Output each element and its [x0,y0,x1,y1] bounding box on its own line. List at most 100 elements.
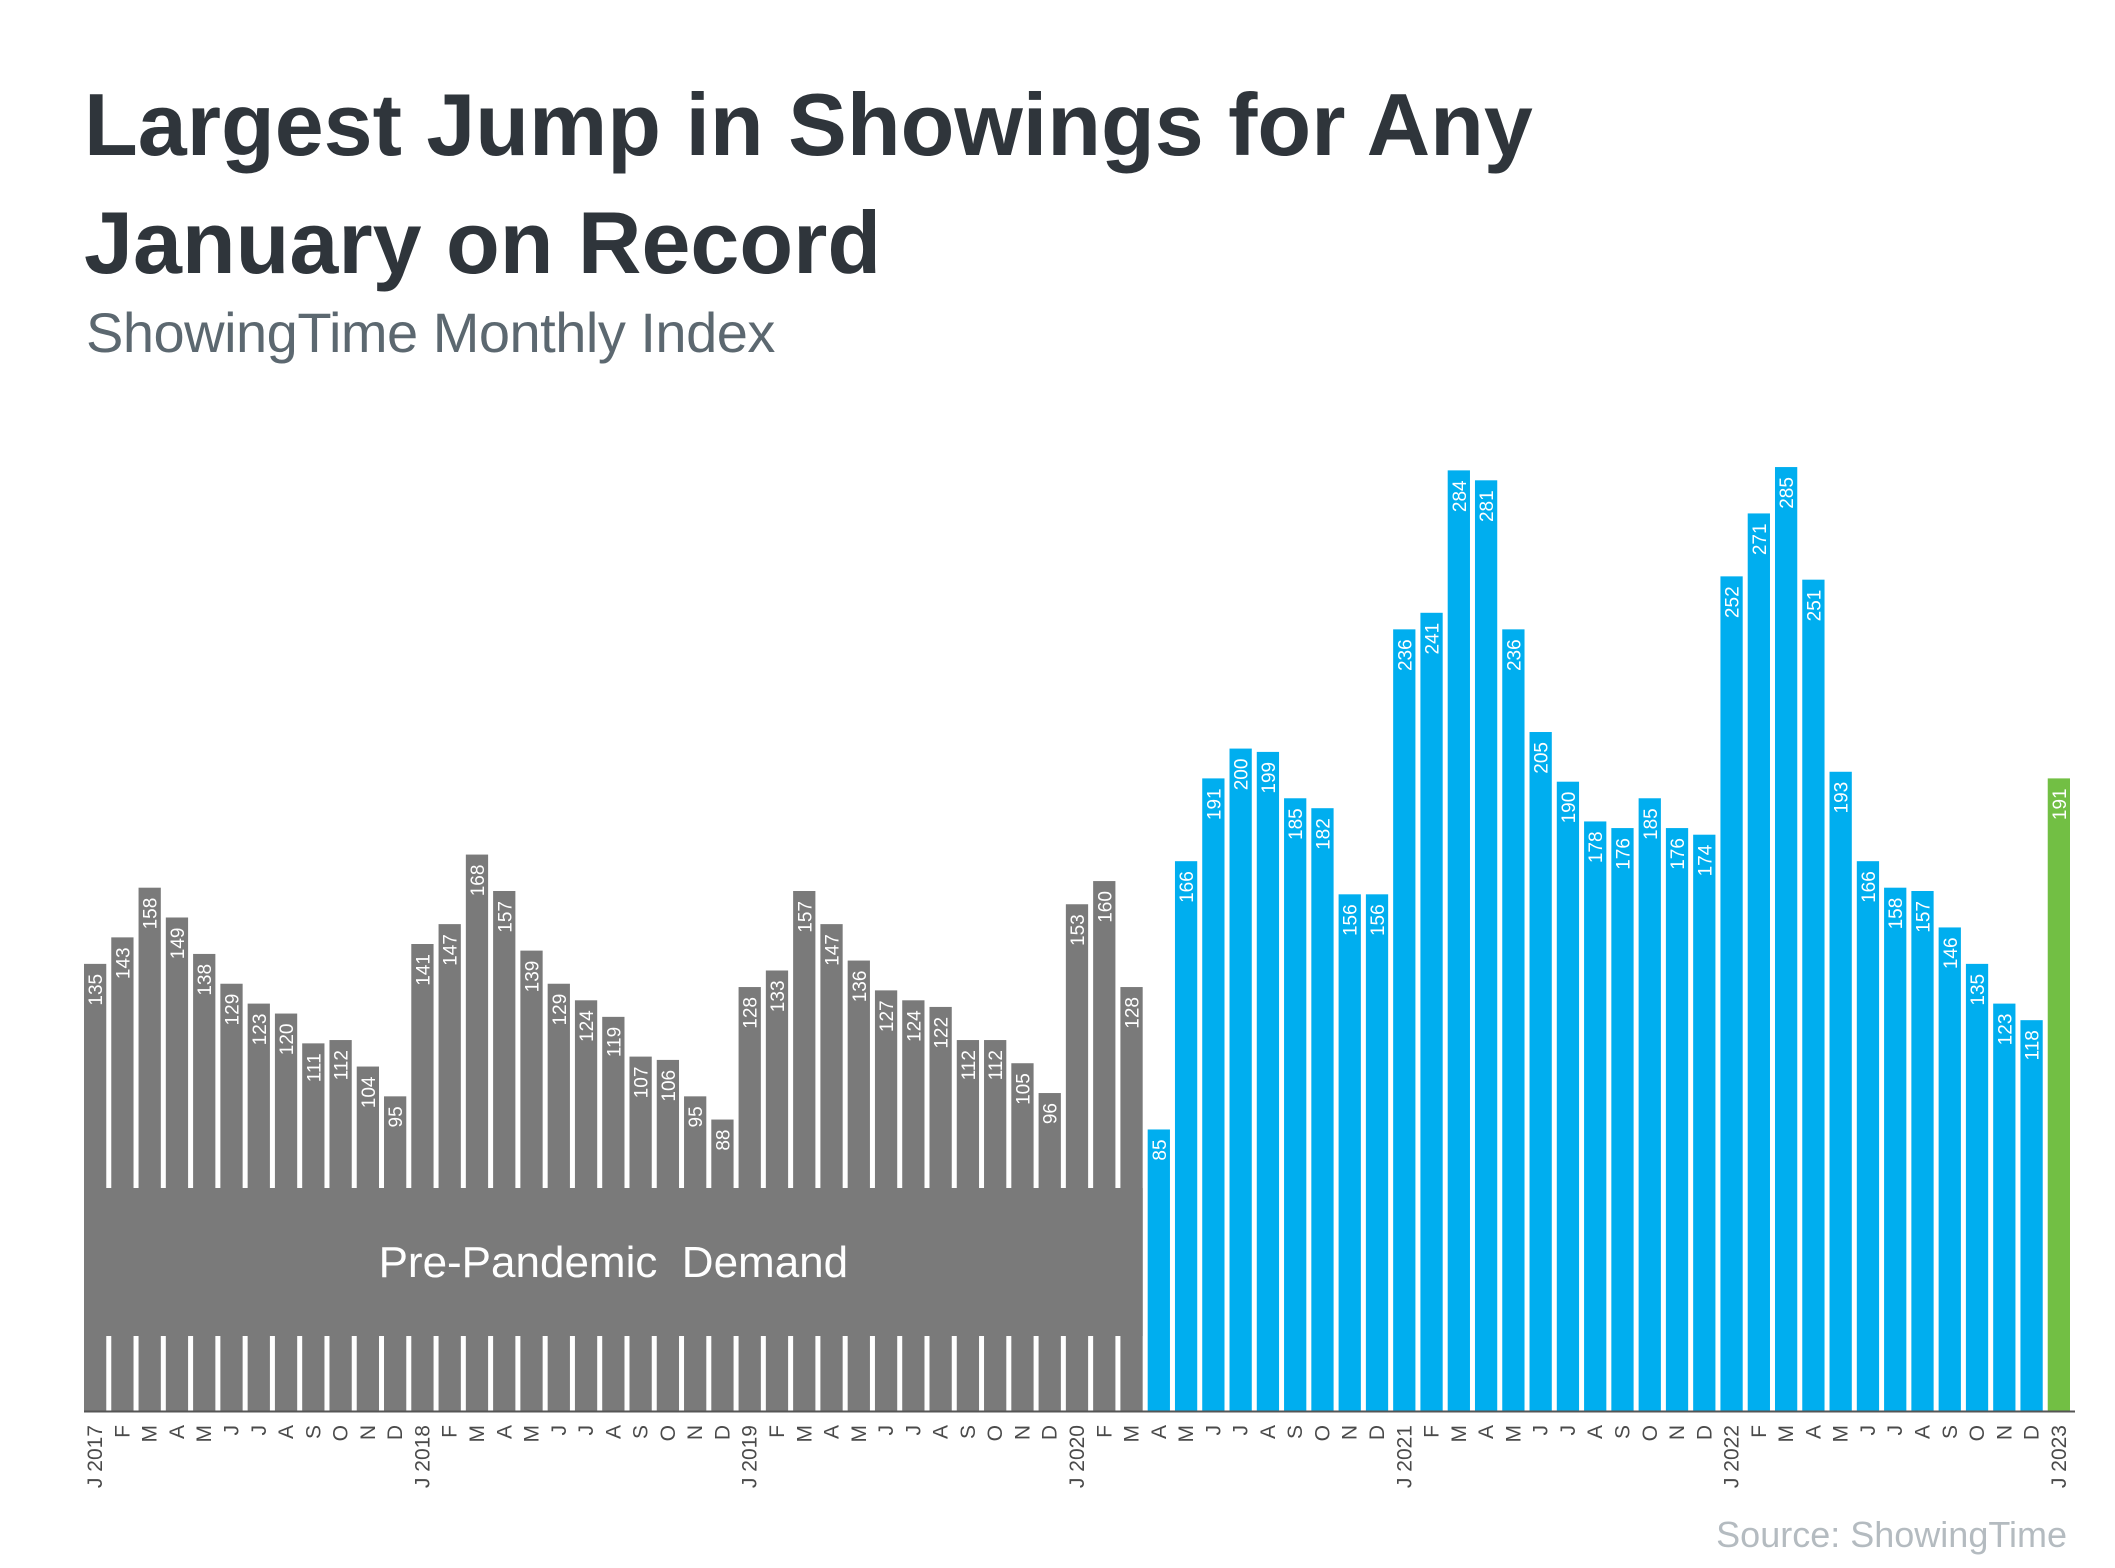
bar-43 [1256,751,1280,1411]
value-label: 176 [1668,838,1689,870]
value-label: 95 [386,1106,407,1127]
tick-label: J [1884,1425,1907,1436]
tick-label: J [1857,1425,1880,1436]
title-line-1: Largest Jump in Showings for Any [84,75,1533,174]
value-label: 153 [1068,914,1089,946]
value-label: 129 [550,994,571,1026]
value-label: 166 [1177,871,1198,903]
value-label: 185 [1286,808,1307,840]
bar-59 [1693,834,1716,1411]
tick-label: J [248,1425,271,1436]
value-label: 118 [2023,1030,2044,1060]
value-label: 138 [195,964,216,996]
tick-label: O [657,1425,680,1441]
tick-label: S [957,1425,980,1439]
value-labels-layer: 135 143 158 149 138 129 123 120 111 112 104 95 141 14… [86,477,2071,1161]
pre-pandemic-band-label: Pre-Pandemic Demand [379,1238,849,1287]
tick-label: M [521,1425,544,1443]
tick-label: A [1148,1425,1171,1439]
tick-label: J 2017 [84,1425,107,1488]
tick-label: A [821,1425,844,1439]
tick-label: O [1639,1425,1662,1441]
value-label: 284 [1450,480,1471,512]
tick-label: M [1121,1425,1144,1443]
value-label: 166 [1859,871,1880,903]
value-label: 96 [1041,1103,1062,1124]
bar-53 [1529,732,1552,1411]
value-label: 147 [441,934,462,966]
tick-label: N [1339,1425,1362,1440]
bar-13 [438,924,461,1411]
value-label: 158 [1886,898,1907,930]
bar-60 [1720,576,1743,1411]
tick-label: O [330,1425,353,1441]
tick-label: A [166,1425,189,1439]
value-label: 156 [1341,904,1362,936]
value-label: 105 [1013,1073,1034,1105]
value-label: 157 [495,901,516,933]
bar-39 [1147,1129,1170,1411]
value-label: 156 [1368,904,1389,936]
bar-54 [1556,781,1580,1411]
tick-label: F [111,1425,134,1438]
value-label: 168 [468,865,489,897]
bar-50 [1447,470,1470,1411]
value-label: 174 [1695,844,1716,876]
bar-69 [1965,963,1989,1411]
value-label: 193 [1832,782,1853,814]
tick-label: J [575,1425,598,1436]
bar-65 [1856,861,1880,1411]
value-label: 200 [1232,759,1253,791]
tick-label: N [684,1425,707,1440]
tick-label: F [1093,1425,1116,1438]
tick-label: J [1202,1425,1225,1436]
tick-label: D [384,1425,407,1440]
tick-label: M [1830,1425,1853,1443]
tick-label: N [1011,1425,1034,1440]
tick-label: M [1448,1425,1471,1443]
tick-label: M [1502,1425,1525,1443]
value-label: 251 [1804,590,1825,622]
tick-label: D [711,1425,734,1440]
pre-pandemic-band-box [84,1188,1143,1336]
tick-label: O [984,1425,1007,1441]
value-label: 205 [1532,742,1553,774]
tick-label: S [630,1425,653,1439]
bars-layer [84,467,2070,1411]
bar-44 [1284,798,1307,1411]
tick-label: A [1802,1425,1825,1439]
tick-label: J 2018 [411,1425,434,1488]
tick-label: F [439,1425,462,1438]
value-label: 176 [1613,838,1634,870]
source-note: Source: ShowingTime [1716,1514,2067,1555]
value-label: 157 [1913,901,1934,933]
tick-label: J [548,1425,571,1436]
value-label: 128 [741,997,762,1029]
bar-71 [2020,1020,2043,1411]
tick-label: M [193,1425,216,1443]
value-label: 135 [86,974,107,1006]
value-label: 135 [1968,974,1989,1006]
value-label: 120 [277,1024,298,1056]
bar-67 [1911,891,1934,1411]
bar-63 [1802,579,1825,1411]
bar-12 [411,944,434,1411]
value-label: 104 [359,1076,380,1108]
value-label: 149 [168,928,189,960]
bar-58 [1665,828,1689,1411]
tick-label: A [275,1425,298,1439]
tick-label: D [1693,1425,1716,1440]
value-label: 139 [523,961,544,993]
value-label: 107 [632,1067,653,1099]
tick-label: J 2020 [1066,1425,1089,1488]
value-label: 191 [1204,788,1225,820]
bar-64 [1829,771,1852,1411]
pre-pandemic-band: Pre-Pandemic Demand [84,1188,1143,1336]
bar-68 [1938,927,1961,1411]
value-label: 112 [986,1050,1007,1080]
tick-label: J [1230,1425,1253,1436]
tick-label: M [1175,1425,1198,1443]
value-label: 112 [332,1050,353,1080]
tick-label: D [2021,1425,2044,1440]
tick-label: A [1584,1425,1607,1439]
